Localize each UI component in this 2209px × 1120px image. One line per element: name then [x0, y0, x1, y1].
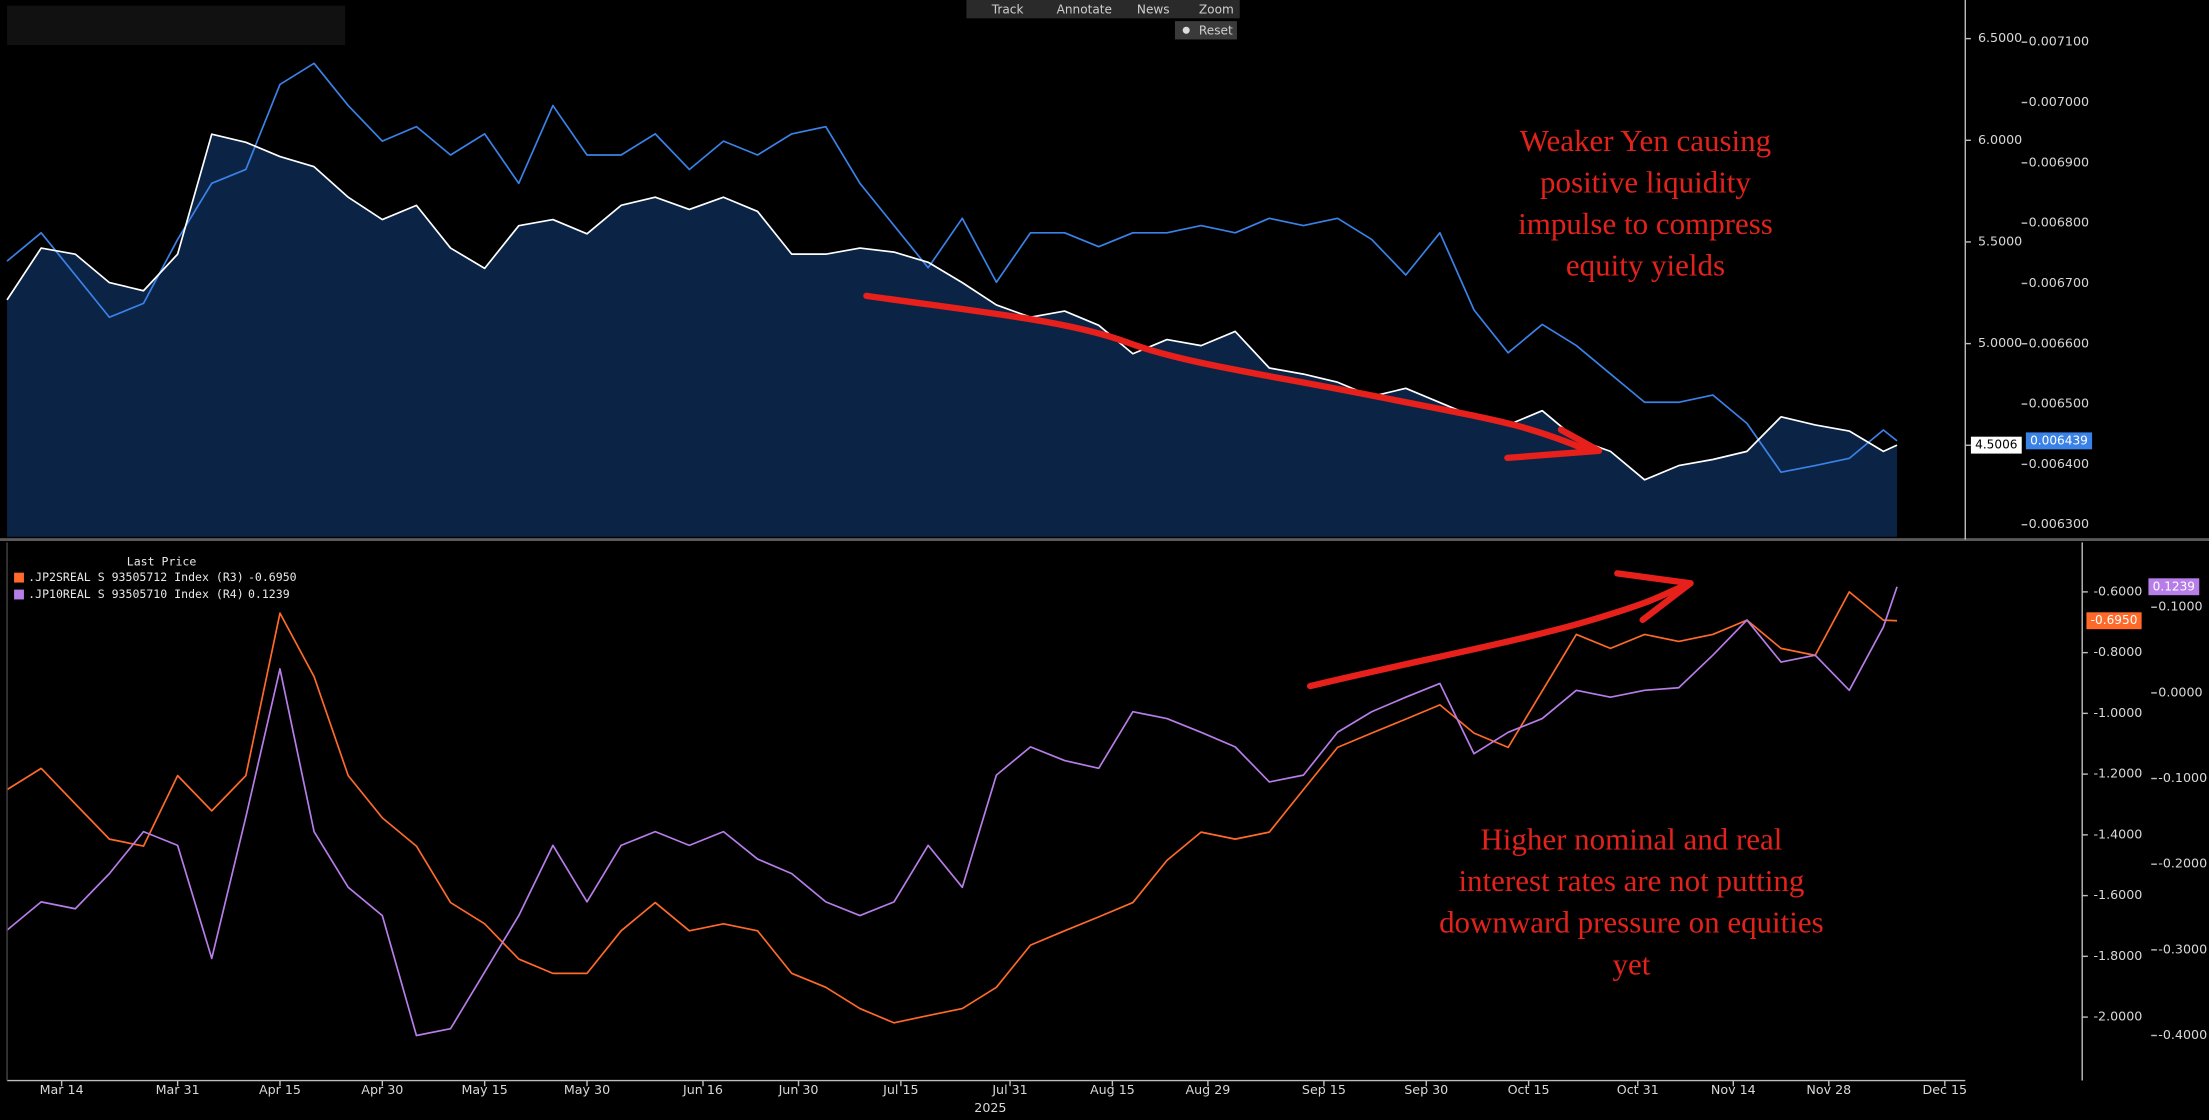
y2-tick-label: 0.006600 [2029, 335, 2089, 350]
legend-value: -0.6950 [248, 570, 297, 584]
x-tick-label: Mar 14 [40, 1082, 84, 1097]
x-tick-label: Mar 31 [156, 1082, 200, 1097]
annotation: Higher nominal and real [1480, 822, 1782, 857]
main-layer: 6.50006.00005.50005.00004.50000.0071000.… [6, 9, 2207, 1097]
y2-tick-label: 0.006800 [2029, 215, 2089, 230]
arrow-head [1614, 570, 1694, 624]
y-tick-label: -1.2000 [2093, 766, 2142, 781]
arrow [1307, 582, 1687, 690]
annotation: equity yields [1566, 247, 1725, 282]
reset-label[interactable]: Reset [1199, 23, 1233, 37]
x-tick-label: Dec 15 [1922, 1082, 1967, 1097]
y2-tick-label: -0.2000 [2158, 856, 2207, 871]
y2-tick-label: 0.006300 [2029, 516, 2089, 531]
legend-swatch [14, 589, 24, 600]
x-tick-label: May 15 [462, 1082, 508, 1097]
y-tick-label: -1.4000 [2093, 826, 2142, 841]
toolbar [966, 0, 1240, 19]
legend-title: Last Price [127, 555, 197, 569]
y-tick-label: -1.8000 [2093, 948, 2142, 963]
y-tick-label: -0.6000 [2093, 583, 2142, 598]
toolbar-item[interactable]: Annotate [1057, 2, 1112, 16]
legend-value: 0.1239 [248, 587, 290, 601]
x-tick-label: Jul 15 [882, 1082, 918, 1097]
y2-tick-label: 0.0000 [2158, 684, 2202, 699]
y2-tick-label: 0.007000 [2029, 94, 2089, 109]
y-tick-label: 5.0000 [1978, 335, 2022, 350]
legend-swatch [14, 572, 24, 583]
reset-icon [1182, 26, 1190, 34]
toolbar-item[interactable]: News [1137, 2, 1170, 16]
x-tick-label: Apr 15 [259, 1082, 301, 1097]
y2-tick-label: -0.4000 [2158, 1027, 2207, 1042]
line [6, 591, 1898, 1024]
x-tick-label: Jul 31 [991, 1082, 1027, 1097]
x-tick-label: May 30 [564, 1082, 610, 1097]
y2-tick-label: -0.3000 [2158, 941, 2207, 956]
y2-tick-label: 0.006500 [2029, 396, 2089, 411]
y-tick-label: -2.0000 [2093, 1009, 2142, 1024]
x-tick-label: Jun 16 [682, 1082, 723, 1097]
x-tick-label: Apr 30 [361, 1082, 403, 1097]
last-value-tag-bg [2025, 432, 2093, 450]
legend-label: .JP10REAL S 93505710 Index (R4) [28, 587, 244, 601]
y-tick-label: 5.5000 [1978, 233, 2022, 248]
x-axis-year: 2025 [974, 1100, 1006, 1115]
annotation: Weaker Yen causing [1520, 123, 1771, 158]
x-tick-label: Sep 15 [1302, 1082, 1346, 1097]
y-tick-label: 6.5000 [1978, 30, 2022, 45]
last-value-tag-bg [1970, 436, 2022, 454]
toolbar-item[interactable]: Zoom [1199, 2, 1234, 16]
arrow-head [1504, 426, 1603, 462]
y2-tick-label: 0.006400 [2029, 456, 2089, 471]
x-tick-label: Nov 28 [1806, 1082, 1851, 1097]
annotation: downward pressure on equities [1439, 905, 1824, 940]
x-tick-label: Oct 15 [1508, 1082, 1550, 1097]
last-value-tag: -0.6950 [2091, 613, 2138, 627]
y2-tick-label: 0.006700 [2029, 275, 2089, 290]
area-layer [7, 134, 1898, 537]
y-tick-label: -1.0000 [2093, 705, 2142, 720]
last-value-tag: 0.1239 [2153, 579, 2195, 593]
annotation: interest rates are not putting [1458, 863, 1804, 898]
x-tick-label: Sep 30 [1404, 1082, 1448, 1097]
last-value-tag: 4.5006 [1975, 438, 2017, 452]
x-tick-label: Aug 15 [1090, 1082, 1135, 1097]
y2-tick-label: 0.006900 [2029, 154, 2089, 169]
legend-box [7, 5, 346, 46]
y2-tick-label: 0.007100 [2029, 34, 2089, 49]
annotation: positive liquidity [1540, 164, 1751, 199]
y-tick-label: -1.6000 [2093, 887, 2142, 902]
legend-label: .JP2SREAL S 93505712 Index (R3) [28, 570, 244, 584]
toolbar-item[interactable]: Track [991, 2, 1024, 16]
x-tick-label: Nov 14 [1711, 1082, 1756, 1097]
x-tick-label: Aug 29 [1185, 1082, 1230, 1097]
line [6, 586, 1898, 1037]
last-value-tag-bg [2148, 578, 2200, 596]
annotation: impulse to compress [1518, 206, 1773, 241]
y-tick-label: 6.0000 [1978, 132, 2022, 147]
x-tick-label: Oct 31 [1617, 1082, 1659, 1097]
y2-tick-label: -0.1000 [2158, 770, 2207, 785]
reset-button[interactable] [1174, 21, 1237, 40]
annotation: yet [1612, 946, 1650, 981]
area [7, 134, 1898, 537]
y-tick-label: -0.8000 [2093, 644, 2142, 659]
line [6, 62, 1898, 474]
arrow [863, 292, 1593, 454]
y2-tick-label: 0.1000 [2158, 599, 2202, 614]
last-value-tag-bg [2086, 612, 2142, 630]
x-tick-label: Jun 30 [778, 1082, 819, 1097]
last-value-tag: 0.006439 [2030, 433, 2088, 447]
